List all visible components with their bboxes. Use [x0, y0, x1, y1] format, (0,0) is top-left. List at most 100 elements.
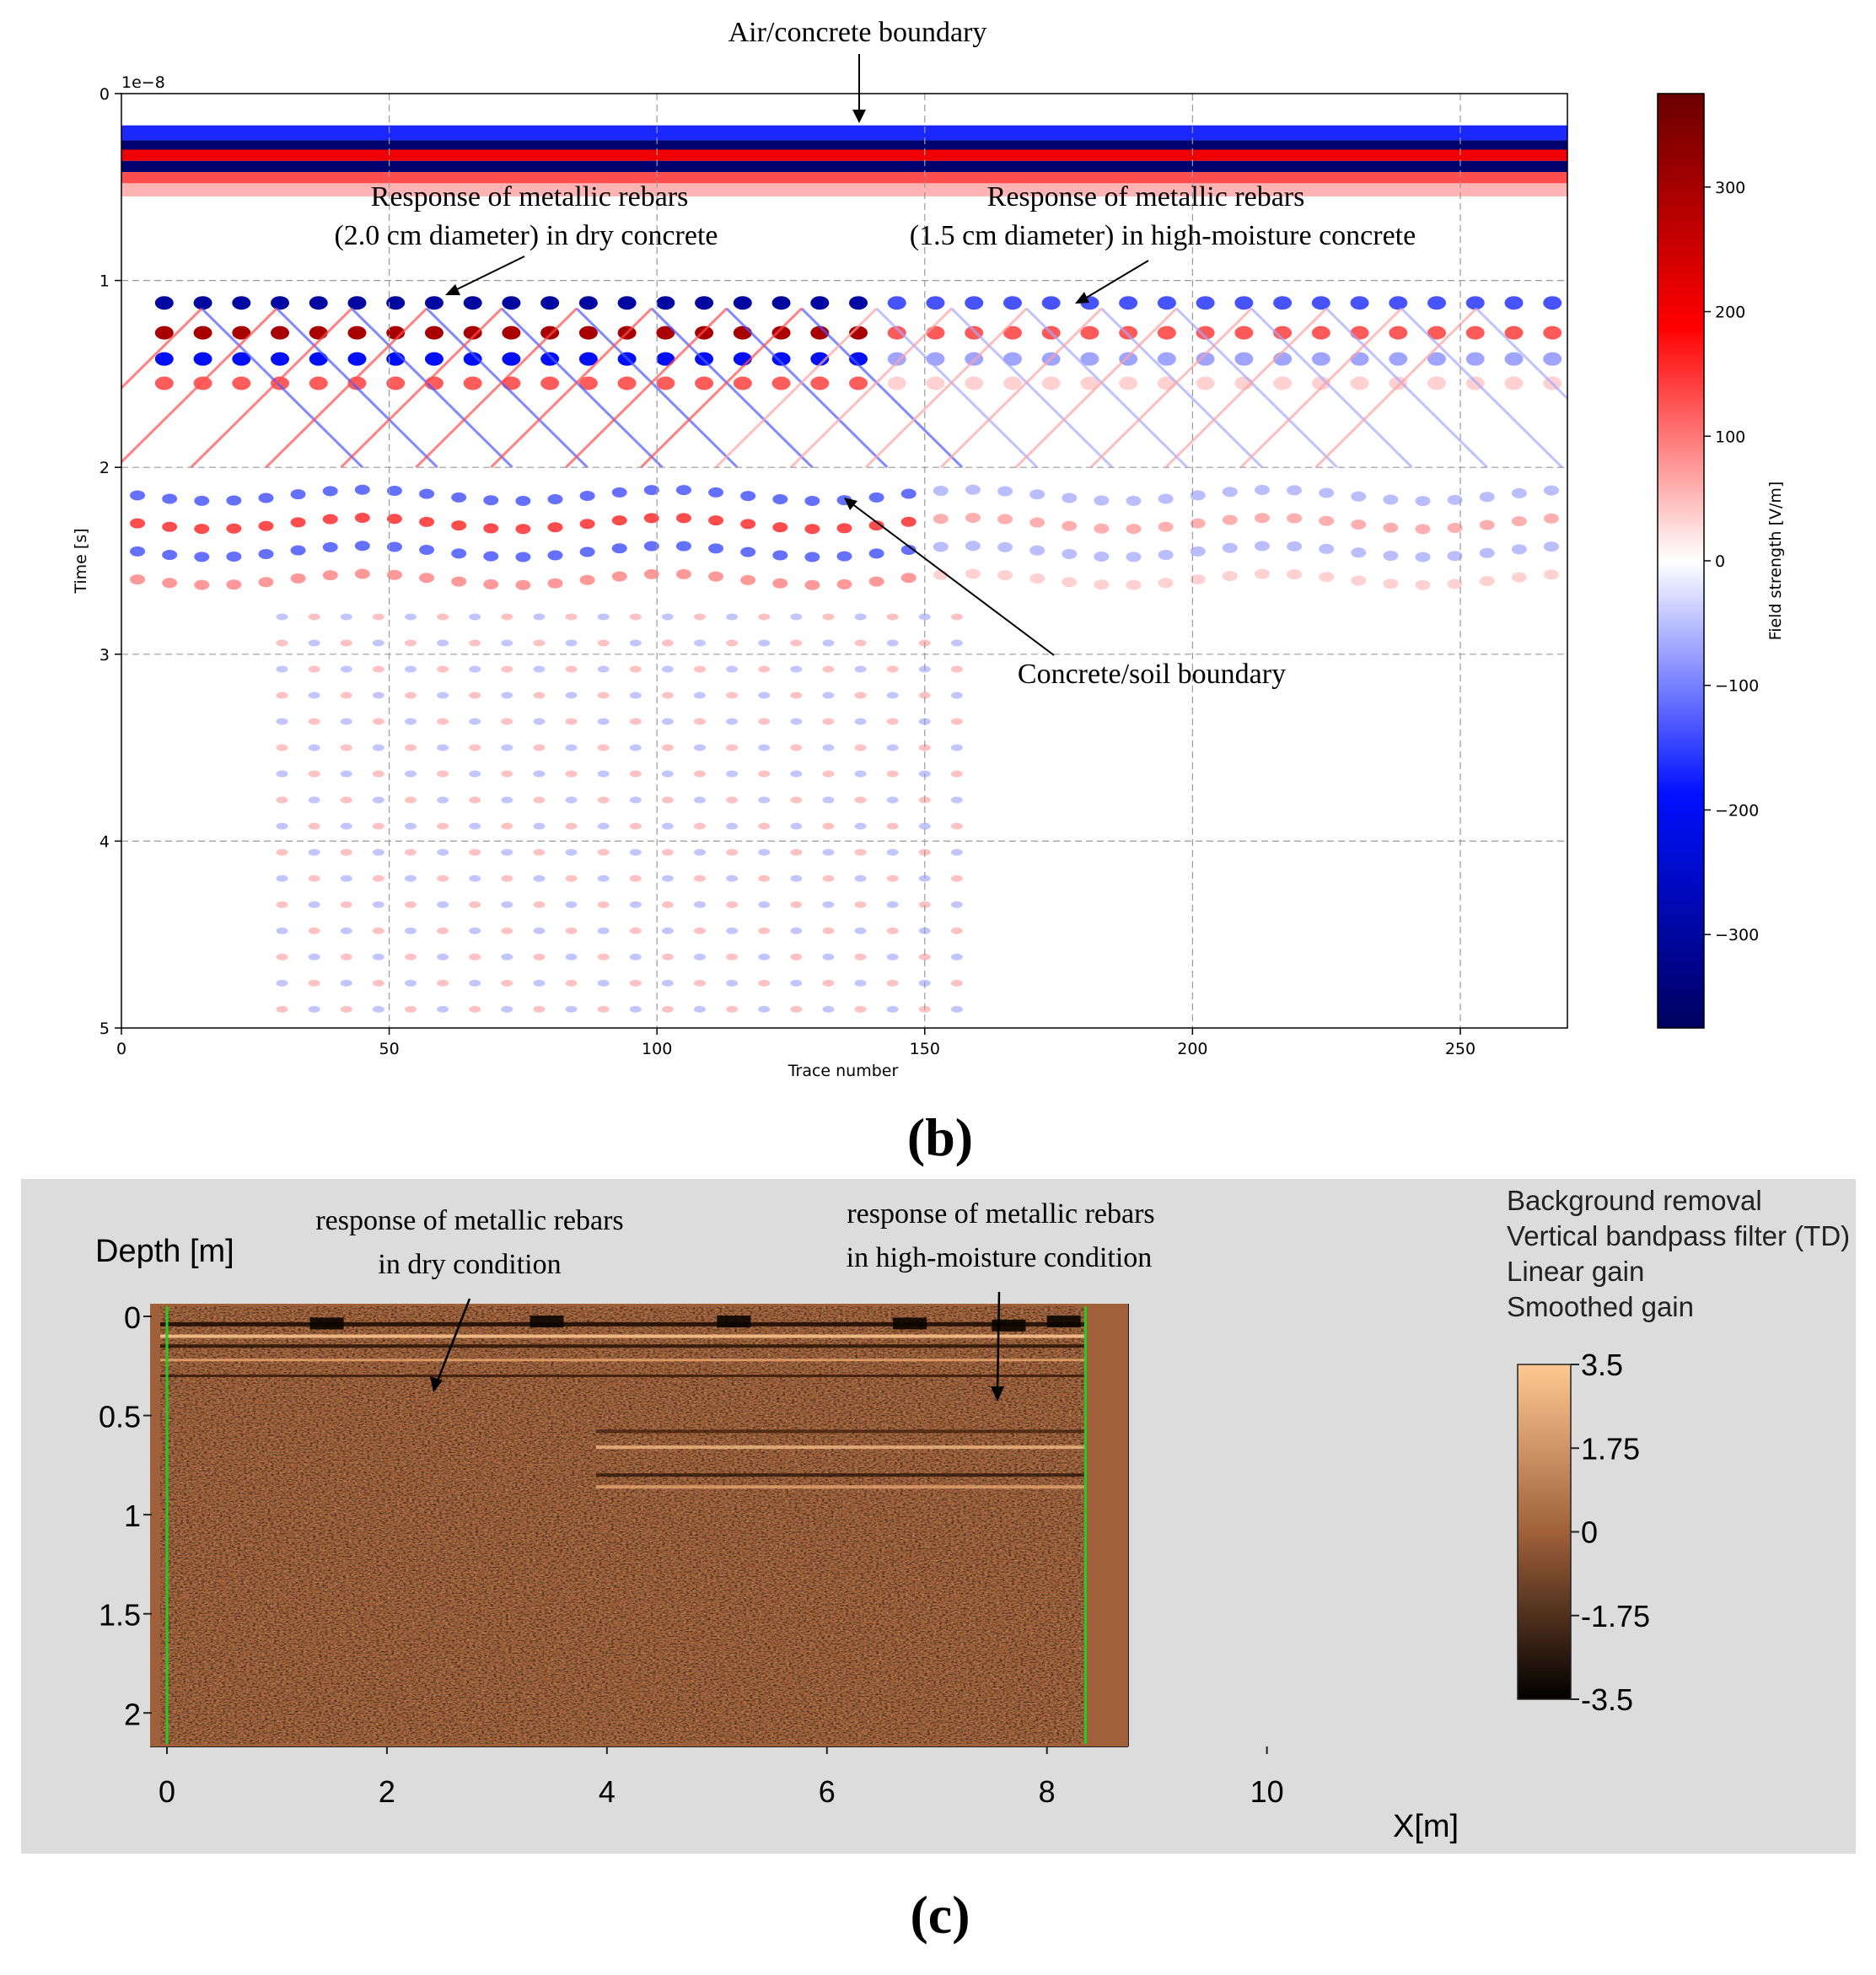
- deep-reflection-mark: [340, 927, 352, 934]
- deep-reflection-mark: [822, 744, 835, 751]
- rebar-response-mark: [1311, 326, 1330, 340]
- diffraction-tail: [1314, 307, 1478, 469]
- colorbar-b: [1657, 93, 1705, 1029]
- soil-boundary-mark: [1158, 521, 1174, 532]
- diffraction-tail: [575, 307, 739, 469]
- processing-step: Background removal: [1507, 1185, 1762, 1216]
- soil-boundary-mark: [1094, 551, 1110, 562]
- soil-boundary-mark: [1222, 542, 1238, 553]
- soil-boundary-mark: [1415, 552, 1431, 562]
- deep-reflection-mark: [790, 744, 803, 751]
- deep-reflection-mark: [822, 639, 835, 647]
- soil-boundary-mark: [611, 487, 627, 498]
- soil-boundary-mark: [1319, 487, 1335, 498]
- soil-boundary-mark: [419, 545, 435, 556]
- soil-boundary-mark: [1287, 513, 1303, 524]
- colorbar-tick-label-c: 3.5: [1581, 1348, 1623, 1382]
- soil-boundary-mark: [643, 568, 659, 579]
- soil-boundary-mark: [290, 545, 306, 556]
- deep-reflection-mark: [790, 639, 803, 647]
- soil-boundary-mark: [804, 552, 820, 562]
- deep-reflection-mark: [437, 613, 449, 621]
- deep-reflection-mark: [597, 822, 610, 830]
- soil-boundary-mark: [643, 513, 659, 524]
- soil-boundary-mark: [804, 496, 820, 507]
- rebar-response-mark: [849, 296, 868, 310]
- rebar-response-mark: [771, 352, 791, 366]
- rebar-response-mark: [463, 376, 482, 390]
- deep-reflection-mark: [661, 979, 674, 987]
- deep-reflection-mark: [629, 613, 642, 621]
- deep-reflection-mark: [629, 718, 642, 725]
- diffraction-tail: [715, 307, 878, 469]
- deep-reflection-mark: [854, 927, 867, 934]
- rebar-response-mark: [617, 376, 637, 390]
- deep-reflection-mark: [533, 874, 546, 882]
- deep-reflection-mark: [886, 796, 899, 804]
- rebar-response-mark: [347, 296, 367, 310]
- rebar-response-mark: [1273, 376, 1293, 390]
- deep-reflection-mark: [372, 1005, 384, 1013]
- deep-reflection-mark: [405, 953, 417, 961]
- radargram-heatmap-c: [150, 1304, 1128, 1746]
- deep-reflection-mark: [822, 718, 835, 725]
- deep-reflection-mark: [886, 770, 899, 778]
- deep-reflection-mark: [726, 874, 739, 882]
- deep-reflection-mark: [276, 744, 288, 751]
- soil-boundary-mark: [290, 489, 306, 500]
- deep-reflection-mark: [533, 822, 546, 830]
- soil-boundary-mark: [1254, 568, 1270, 579]
- deep-reflection-mark: [597, 874, 610, 882]
- rebar-response-mark: [965, 296, 984, 310]
- deep-reflection-mark: [918, 822, 931, 830]
- deep-reflection-mark: [661, 874, 674, 882]
- soil-boundary-mark: [322, 514, 338, 525]
- deep-reflection-mark: [629, 770, 642, 778]
- x-tick-label-c: 8: [1039, 1774, 1056, 1809]
- soil-boundary-mark: [708, 515, 724, 526]
- deep-reflection-mark: [340, 665, 352, 673]
- rebar-response-mark: [193, 352, 212, 366]
- deep-reflection-mark: [276, 901, 288, 908]
- soil-boundary-mark: [1351, 491, 1367, 502]
- y-tick-label-c: 0: [124, 1300, 141, 1335]
- deep-reflection-mark: [758, 1005, 771, 1013]
- deep-reflection-mark: [501, 927, 513, 934]
- deep-reflection-mark: [726, 770, 739, 778]
- deep-reflection-mark: [308, 927, 320, 934]
- deep-reflection-mark: [501, 848, 513, 856]
- deep-reflection-mark: [854, 770, 867, 778]
- rebar-reflection-c: [309, 1317, 344, 1330]
- y-offset-label: 1e−8: [121, 73, 165, 92]
- deep-reflection-mark: [405, 613, 417, 621]
- deep-reflection-mark: [758, 613, 771, 621]
- deep-reflection-mark: [597, 979, 610, 987]
- deep-reflection-mark: [661, 613, 674, 621]
- rebar-response-mark: [771, 326, 791, 340]
- soil-boundary-mark: [900, 516, 916, 527]
- deep-reflection-mark: [565, 613, 578, 621]
- soil-boundary-mark: [1254, 484, 1270, 495]
- soil-boundary-mark: [1447, 494, 1463, 505]
- diffraction-tail: [1475, 307, 1567, 401]
- diffraction-tail: [875, 307, 1039, 469]
- rebar-response-mark: [1157, 296, 1176, 310]
- deep-reflection-mark: [469, 1005, 481, 1013]
- deep-reflection-mark: [469, 718, 481, 725]
- soil-boundary-mark: [483, 523, 499, 534]
- deep-reflection-mark: [726, 1005, 739, 1013]
- deep-reflection-mark: [886, 979, 899, 987]
- deep-reflection-mark: [822, 692, 835, 699]
- deep-reflection-mark: [597, 796, 610, 804]
- deep-reflection-mark: [790, 874, 803, 882]
- colorbar-tick-label: 100: [1715, 428, 1745, 446]
- deep-reflection-mark: [533, 848, 546, 856]
- deep-reflection-mark: [372, 874, 384, 882]
- y-axis-label-c: Depth [m]: [95, 1234, 234, 1269]
- deep-reflection-mark: [597, 718, 610, 725]
- soil-boundary-mark: [1479, 492, 1495, 503]
- diffraction-tail: [939, 307, 1103, 469]
- soil-boundary-mark: [997, 514, 1013, 525]
- deep-reflection-mark: [726, 927, 739, 934]
- deep-reflection-mark: [694, 874, 706, 882]
